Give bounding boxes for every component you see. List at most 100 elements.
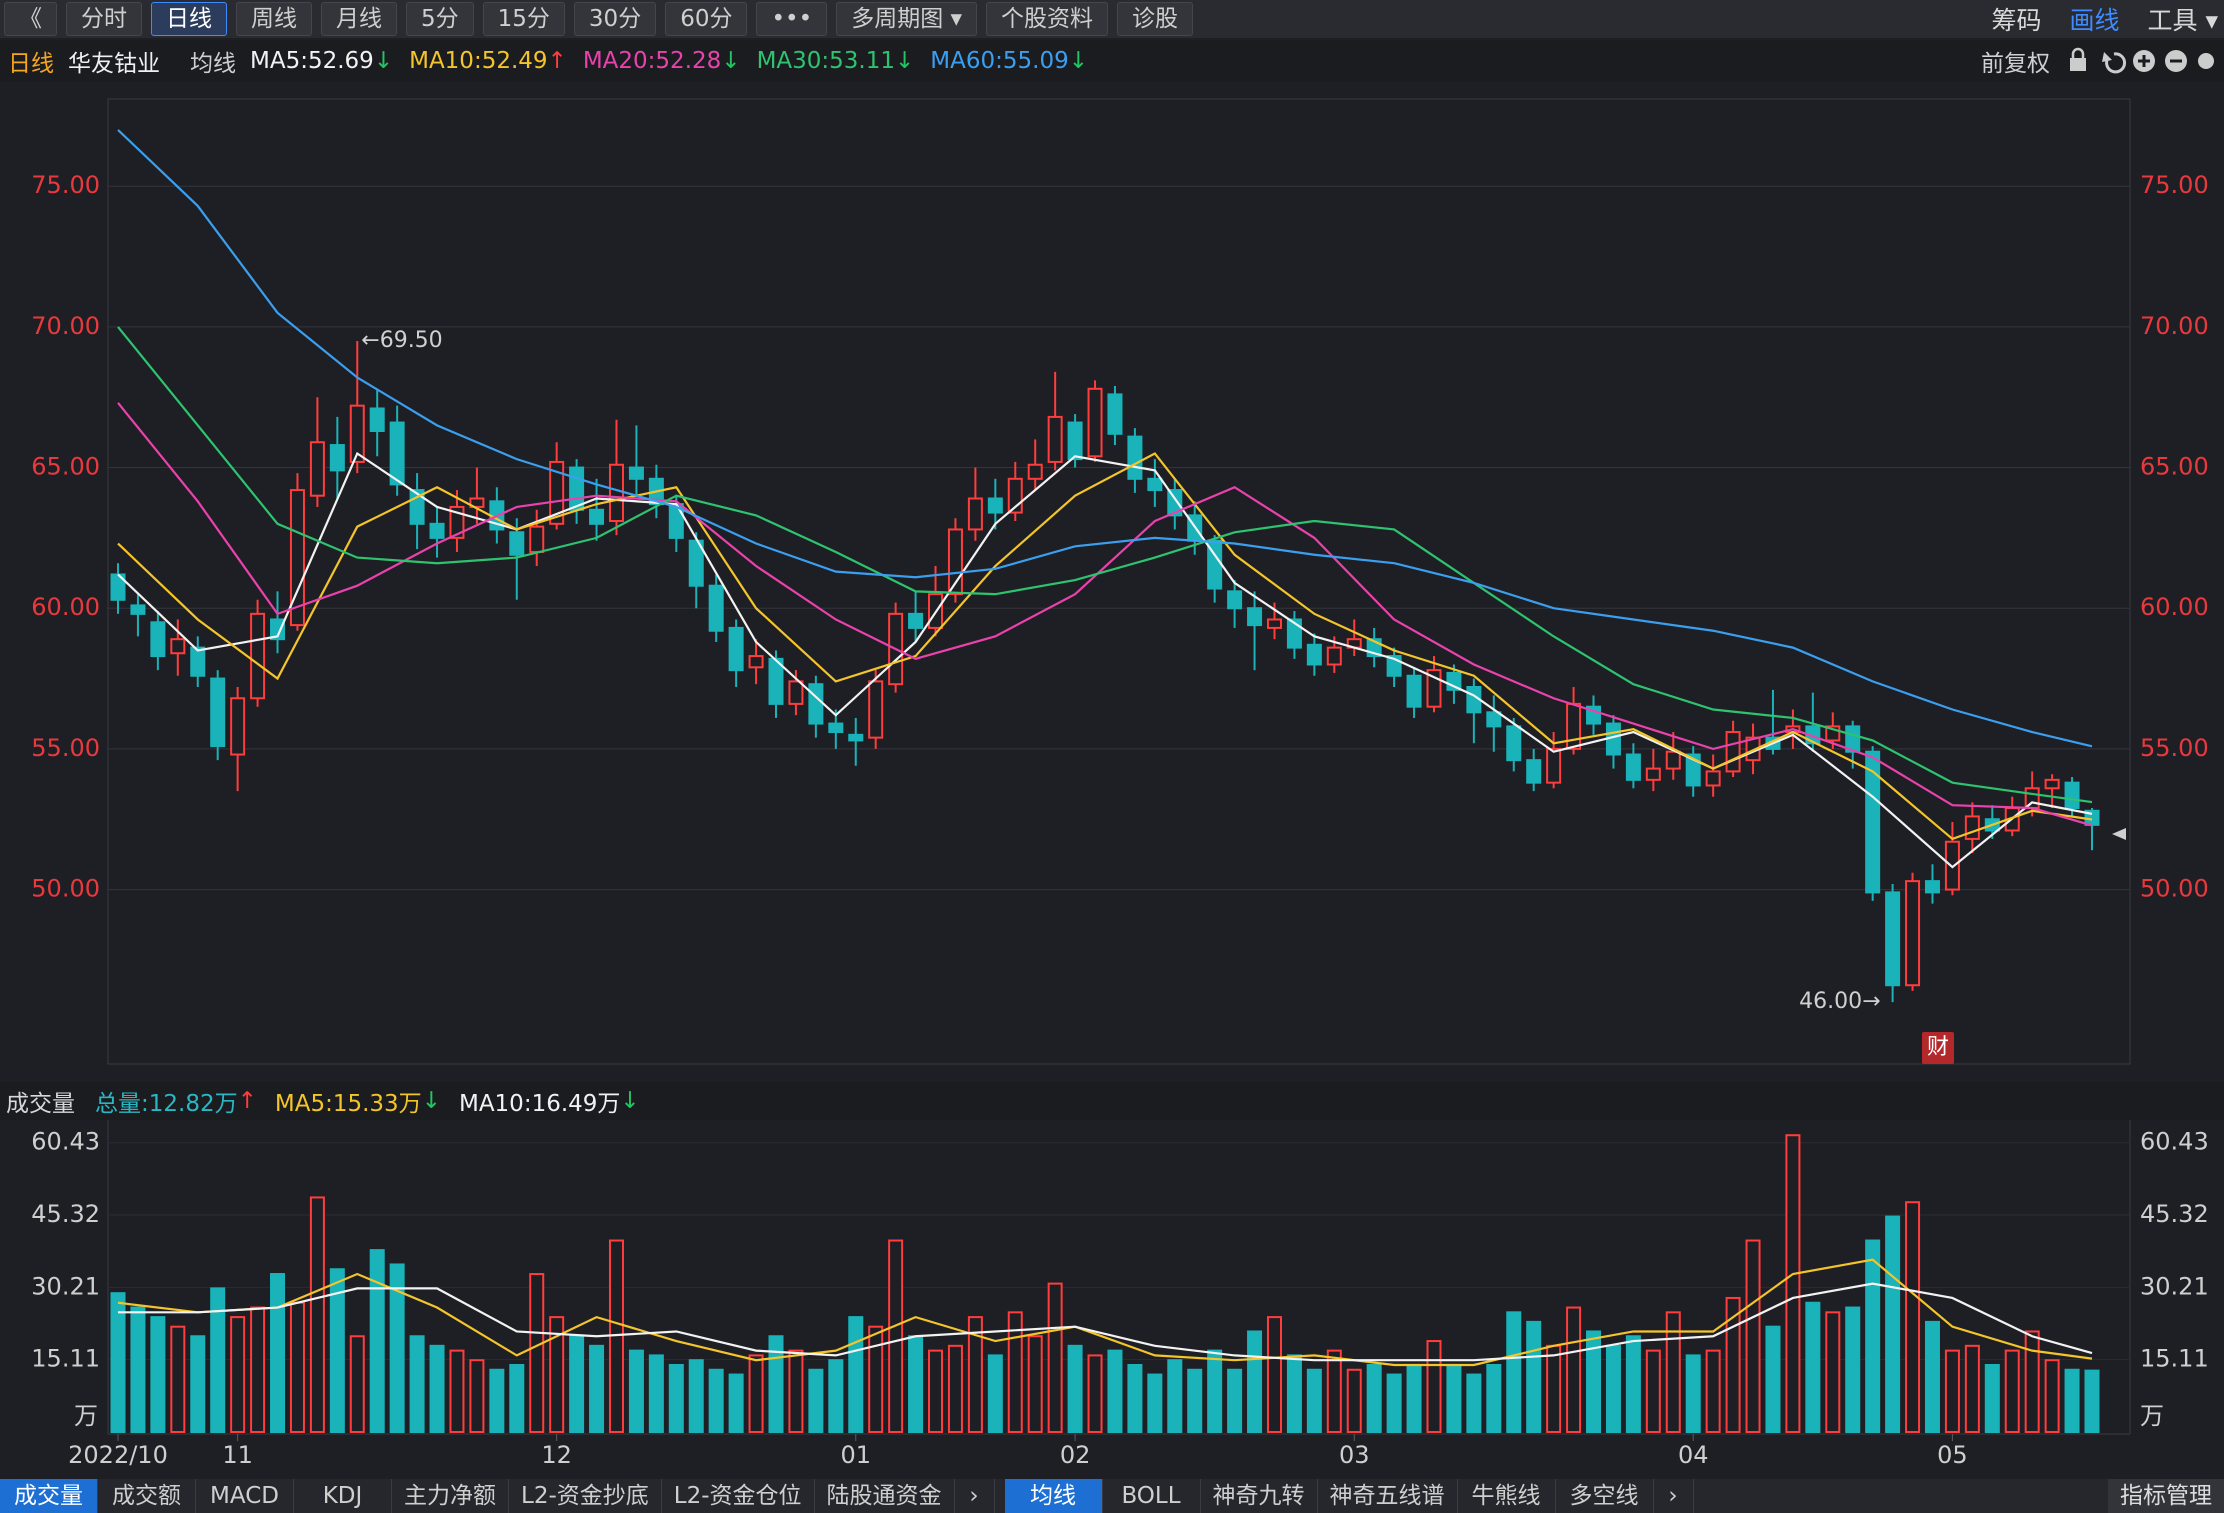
legend-entry: MA20:52.28 — [582, 48, 722, 74]
volume-bar — [1924, 1320, 1940, 1433]
legend-trend: ↓ — [721, 48, 741, 74]
toolbar-button[interactable]: 个股资料 — [986, 2, 1109, 36]
candle-body — [788, 680, 804, 705]
candle-body — [250, 612, 266, 700]
volume-bar — [1705, 1349, 1721, 1433]
toolbar-button[interactable]: 30分 — [573, 2, 657, 36]
y-tick-label-right: 15.11 — [2140, 1345, 2209, 1373]
y-tick-label: 60.43 — [31, 1128, 100, 1156]
indicator-tab[interactable]: L2-资金抄底 — [509, 1479, 662, 1513]
indicator-tab[interactable]: MACD — [196, 1479, 294, 1513]
toolbar-button[interactable]: 周线 — [236, 2, 312, 36]
candle-body — [1047, 415, 1063, 463]
volume-bar — [509, 1363, 525, 1434]
toolbar-button[interactable]: 月线 — [321, 2, 397, 36]
toolbar-button[interactable]: 《 — [4, 2, 57, 36]
indicator-tab[interactable]: 陆股通资金 — [815, 1479, 955, 1513]
toolbar-button[interactable]: 60分 — [665, 2, 748, 36]
candle-body — [1526, 759, 1542, 784]
toolbar-button[interactable]: 多周期图 ▾ — [836, 2, 978, 36]
candle-body — [1725, 731, 1741, 773]
y-tick-label-right: 50.00 — [2140, 875, 2209, 903]
volume-bar — [589, 1344, 605, 1433]
volume-bar — [1187, 1368, 1203, 1434]
adjust-label[interactable]: 前复权 — [1981, 51, 2050, 77]
volume-bar — [1147, 1373, 1163, 1433]
legend-entry: MA5:52.69 — [250, 48, 374, 74]
x-tick-label: 2022/10 — [68, 1441, 168, 1469]
candle-body — [848, 733, 864, 742]
indicator-tab[interactable]: L2-资金仓位 — [662, 1479, 815, 1513]
indicator-tab[interactable]: 神奇五线谱 — [1318, 1479, 1458, 1513]
candle-body — [529, 525, 545, 553]
volume-bar — [110, 1292, 126, 1433]
toolbar-button[interactable]: ••• — [756, 2, 828, 36]
indicator-tab[interactable]: 成交额 — [98, 1479, 196, 1513]
toolbar-link[interactable]: 工具 ▾ — [2147, 6, 2219, 35]
toolbar-link[interactable]: 筹码 — [1991, 6, 2042, 35]
volume-bar — [1725, 1296, 1741, 1433]
volume-bar — [728, 1373, 744, 1433]
volume-bar — [309, 1196, 325, 1433]
candle-body — [130, 604, 146, 615]
candle-body — [309, 441, 325, 497]
indicator-tab[interactable]: BOLL — [1103, 1479, 1201, 1513]
y-tick-label: 45.32 — [31, 1200, 100, 1228]
toolbar-button[interactable]: 分时 — [66, 2, 142, 36]
toolbar-button[interactable]: 日线 — [151, 2, 227, 36]
candle-body — [1127, 435, 1143, 480]
volume-bar — [569, 1335, 585, 1434]
high-annotation: ←69.50 — [361, 328, 442, 353]
candle-body — [1964, 815, 1980, 840]
indicator-tabs: 成交量 成交额 MACD KDJ 主力净额 L2-资金抄底 L2-资金仓位 陆股通资金 › 均线 B… — [0, 1479, 2224, 1513]
volume-bar — [1785, 1134, 1801, 1434]
indicator-tab[interactable]: KDJ — [294, 1479, 392, 1513]
volume-bar — [1546, 1344, 1562, 1433]
indicator-manage[interactable]: 指标管理 — [2108, 1479, 2224, 1513]
volume-bar — [1964, 1344, 1980, 1433]
candle-body — [1685, 753, 1701, 787]
toolbar-button[interactable]: 15分 — [482, 2, 565, 36]
toolbar-button[interactable]: 诊股 — [1117, 2, 1194, 36]
toolbar-link[interactable]: 画线 — [2069, 6, 2120, 35]
candle-body — [150, 621, 166, 658]
candle-body — [1107, 393, 1123, 435]
ma-line — [118, 1282, 2093, 1362]
indicator-tab[interactable]: 多空线 — [1556, 1479, 1654, 1513]
volume-bar — [1406, 1363, 1422, 1434]
volume-bar — [389, 1263, 405, 1433]
indicator-tab[interactable]: › — [1654, 1479, 1694, 1513]
candle-body — [1067, 421, 1083, 461]
volume-bar — [628, 1349, 644, 1433]
indicator-tab[interactable]: 成交量 — [0, 1479, 98, 1513]
volume-bar — [1625, 1335, 1641, 1434]
volume-bar — [1207, 1349, 1223, 1433]
candle-body — [828, 722, 844, 734]
badge: 财 — [1927, 1035, 1949, 1060]
volume-bar — [1087, 1354, 1103, 1433]
candle-body — [1645, 767, 1661, 781]
y-tick-label: 70.00 — [31, 312, 100, 340]
candle-body — [1625, 753, 1641, 781]
tool-icons[interactable] — [2064, 46, 2214, 76]
indicator-tab[interactable]: 牛熊线 — [1458, 1479, 1556, 1513]
indicator-tab[interactable]: › — [955, 1479, 995, 1513]
toolbar-button[interactable]: 5分 — [406, 2, 474, 36]
candle-body — [1506, 725, 1522, 762]
volume-bar — [230, 1316, 246, 1433]
volume-bar — [1047, 1282, 1063, 1434]
candle-body — [449, 505, 465, 539]
volume-bar — [1745, 1239, 1761, 1433]
candle-body — [1566, 702, 1582, 750]
indicator-tab[interactable]: 均线 — [1004, 1479, 1103, 1513]
volume-unit: 万 — [74, 1402, 98, 1430]
indicator-tab[interactable]: 神奇九转 — [1201, 1479, 1318, 1513]
volume-bar — [1645, 1349, 1661, 1433]
volume-bar — [1007, 1311, 1023, 1434]
legend-trend: ↓ — [1068, 48, 1089, 74]
indicator-tab[interactable]: 主力净额 — [392, 1479, 509, 1513]
volume-bar — [1905, 1201, 1921, 1433]
volume-bar — [1366, 1363, 1382, 1434]
candle-body — [628, 466, 644, 480]
